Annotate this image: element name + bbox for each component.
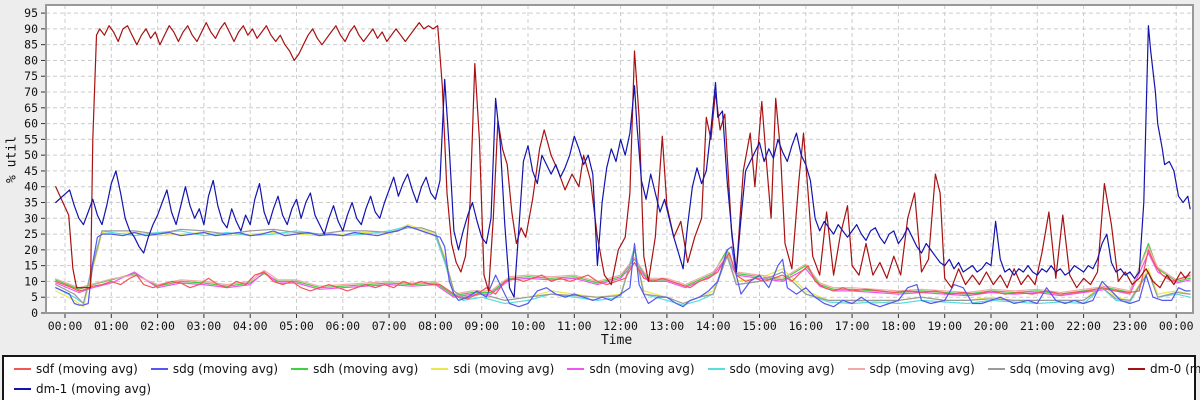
series-line-dm-0 xyxy=(55,22,1191,292)
legend-label: dm-1 (moving avg) xyxy=(36,382,152,396)
x-tick-label: 00:00 xyxy=(48,319,83,333)
legend-label: sdh (moving avg) xyxy=(313,362,419,376)
legend-item-sdp: sdp (moving avg) xyxy=(847,362,975,376)
x-tick-label: 12:00 xyxy=(603,319,638,333)
series-line-sdf xyxy=(55,249,1191,300)
legend-item-sdo: sdo (moving avg) xyxy=(707,362,835,376)
x-tick-label: 14:00 xyxy=(696,319,731,333)
x-tick-label: 13:00 xyxy=(650,319,685,333)
y-tick-label: 20 xyxy=(24,243,38,257)
y-tick-label: 80 xyxy=(24,53,38,67)
y-tick-label: 75 xyxy=(24,69,38,83)
legend-item-sdi: sdi (moving avg) xyxy=(431,362,554,376)
legend-label: dm-0 (moving avg) xyxy=(1150,362,1200,376)
series-line-dm-1 xyxy=(55,25,1191,298)
x-tick-label: 07:00 xyxy=(372,319,407,333)
y-tick-label: 70 xyxy=(24,85,38,99)
x-tick-label: 16:00 xyxy=(788,319,823,333)
legend-swatch-dm-0 xyxy=(1128,368,1146,370)
x-tick-label: 23:00 xyxy=(1113,319,1148,333)
x-tick-label: 18:00 xyxy=(881,319,916,333)
legend-label: sdg (moving avg) xyxy=(172,362,279,376)
y-tick-label: 45 xyxy=(24,164,38,178)
x-tick-label: 01:00 xyxy=(94,319,129,333)
series-lines xyxy=(55,22,1191,308)
y-tick-label: 50 xyxy=(24,148,38,162)
x-tick-label: 21:00 xyxy=(1020,319,1055,333)
legend-swatch-sdq xyxy=(987,368,1005,370)
legend-swatch-dm-1 xyxy=(14,388,31,390)
y-tick-label: 95 xyxy=(24,6,38,20)
legend-label: sdf (moving avg) xyxy=(36,362,138,376)
legend-swatch-sdg xyxy=(150,368,168,370)
legend-item-sdf: sdf (moving avg) xyxy=(14,362,138,376)
legend-label: sdq (moving avg) xyxy=(1009,362,1116,376)
legend-label: sdp (moving avg) xyxy=(869,362,975,376)
x-tick-label: 10:00 xyxy=(511,319,546,333)
y-tick-label: 10 xyxy=(24,274,38,288)
utilization-time-series-plot: 0510152025303540455055606570758085909500… xyxy=(24,4,1194,333)
legend-row: dm-1 (moving avg) xyxy=(14,379,1186,399)
legend-label: sdi (moving avg) xyxy=(453,362,555,376)
y-tick-label: 0 xyxy=(31,306,38,320)
y-axis-title: % util xyxy=(4,136,20,183)
x-tick-label: 08:00 xyxy=(418,319,453,333)
legend-label: sdn (moving avg) xyxy=(589,362,695,376)
legend-item-sdg: sdg (moving avg) xyxy=(150,362,279,376)
x-tick-label: 19:00 xyxy=(927,319,962,333)
x-tick-label: 05:00 xyxy=(279,319,314,333)
axis-tick-labels: 0510152025303540455055606570758085909500… xyxy=(24,6,1193,333)
x-tick-label: 02:00 xyxy=(140,319,175,333)
x-tick-label: 15:00 xyxy=(742,319,777,333)
legend-item-sdh: sdh (moving avg) xyxy=(291,362,418,376)
y-tick-label: 25 xyxy=(24,227,38,241)
x-tick-label: 09:00 xyxy=(464,319,499,333)
y-tick-label: 60 xyxy=(24,117,38,131)
y-tick-label: 85 xyxy=(24,38,38,52)
legend-swatch-sdh xyxy=(291,368,309,370)
series-line-sdp xyxy=(55,246,1191,295)
y-tick-label: 15 xyxy=(24,259,38,273)
legend-swatch-sdn xyxy=(567,368,585,370)
gridlines xyxy=(46,5,1193,313)
legend-item-dm-0: dm-0 (moving avg) xyxy=(1128,362,1200,376)
y-tick-label: 35 xyxy=(24,196,38,210)
x-tick-label: 04:00 xyxy=(233,319,268,333)
legend-swatch-sdp xyxy=(847,368,865,370)
plot-area xyxy=(46,5,1193,313)
legend-swatch-sdi xyxy=(431,368,449,370)
legend-item-sdq: sdq (moving avg) xyxy=(987,362,1116,376)
series-line-sdo xyxy=(55,225,1191,306)
y-tick-label: 40 xyxy=(24,180,38,194)
legend-swatch-sdo xyxy=(707,368,725,370)
x-tick-label: 11:00 xyxy=(557,319,592,333)
legend-item-sdn: sdn (moving avg) xyxy=(567,362,695,376)
x-tick-label: 06:00 xyxy=(325,319,360,333)
legend-swatch-sdf xyxy=(14,368,31,370)
y-tick-label: 30 xyxy=(24,211,38,225)
y-tick-label: 65 xyxy=(24,101,38,115)
plot-frame xyxy=(45,4,1194,314)
x-axis-title: Time xyxy=(600,333,633,348)
y-tick-label: 90 xyxy=(24,22,38,36)
legend-item-dm-1: dm-1 (moving avg) xyxy=(14,382,151,396)
x-tick-label: 03:00 xyxy=(187,319,222,333)
legend-row: sdf (moving avg) sdg (moving avg) sdh (mov… xyxy=(14,359,1200,379)
x-tick-label: 20:00 xyxy=(974,319,1009,333)
y-tick-label: 5 xyxy=(31,290,38,304)
series-line-sdg xyxy=(55,225,1191,308)
legend: sdf (moving avg) sdg (moving avg) sdh (mov… xyxy=(2,355,1200,400)
x-tick-label: 17:00 xyxy=(835,319,870,333)
x-tick-label: 22:00 xyxy=(1066,319,1101,333)
x-tick-label: 00:00 xyxy=(1159,319,1194,333)
y-tick-label: 55 xyxy=(24,132,38,146)
legend-label: sdo (moving avg) xyxy=(729,362,835,376)
